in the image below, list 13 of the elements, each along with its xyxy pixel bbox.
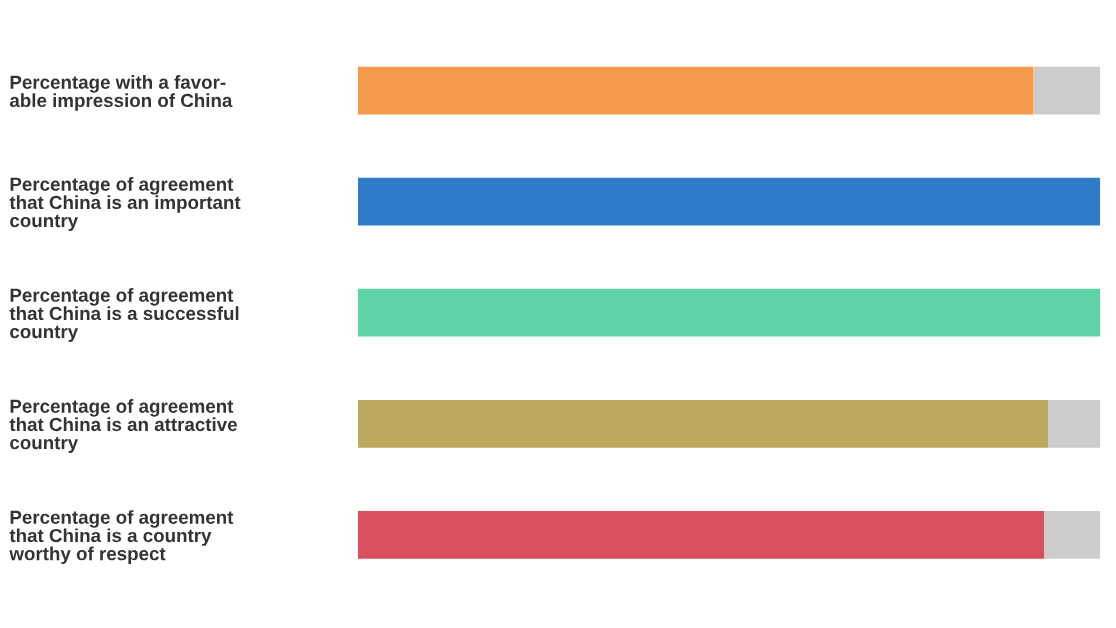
y-tick-label: Percentage of agreement that China is a country worthy of respect [9, 510, 234, 565]
bar [1044, 510, 1100, 559]
y-tick-label: Percentage of agreement that China is an important country [9, 177, 241, 231]
y-tick-label: Percentage with a favor- able impression of China [9, 75, 233, 111]
bar [1048, 399, 1100, 448]
bar [358, 66, 1034, 115]
bar [1033, 66, 1100, 115]
bar [358, 177, 1100, 226]
bar [358, 399, 1049, 448]
y-tick-label: Percentage of agreement that China is an attractive country [9, 399, 237, 453]
bar [358, 510, 1045, 559]
y-tick-label: Percentage of agreement that China is a successful country [9, 288, 239, 342]
bar [358, 288, 1100, 337]
